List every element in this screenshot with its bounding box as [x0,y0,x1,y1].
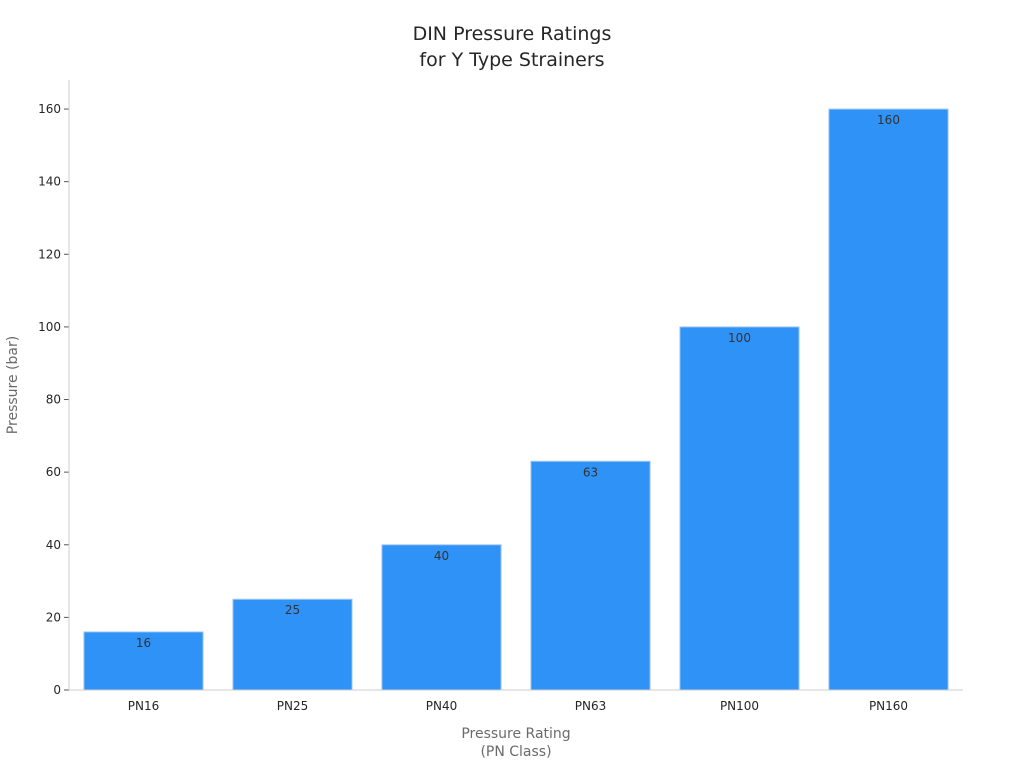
x-axis-label-line-2: (PN Class) [480,744,551,760]
y-tick-label: 80 [46,393,61,407]
data-label-pn25: 25 [285,603,300,617]
y-tick-label: 0 [53,683,61,697]
x-tick-label-pn25: PN25 [277,699,308,713]
bar-pn100 [679,326,800,691]
y-tick-label: 140 [38,175,61,189]
y-tick-label: 60 [46,465,61,479]
y-tick-label: 160 [38,102,61,116]
data-label-pn63: 63 [583,465,598,479]
data-label-pn160: 160 [877,113,900,127]
x-axis-label-line-1: Pressure Rating [461,726,570,742]
x-tick-label-pn16: PN16 [128,699,159,713]
y-axis-label: Pressure (bar) [5,336,21,434]
data-label-pn100: 100 [728,331,751,345]
x-tick-label-pn100: PN100 [720,699,759,713]
data-label-pn40: 40 [434,549,449,563]
y-tick-label: 20 [46,610,61,624]
chart-title-line-1: DIN Pressure Ratings [413,23,612,45]
x-tick-label-pn63: PN63 [575,699,606,713]
chart-title-line-2: for Y Type Strainers [419,49,604,71]
y-tick-label: 100 [38,320,61,334]
bar-pn160 [828,108,949,691]
x-tick-label-pn160: PN160 [869,699,908,713]
bar-pn16 [83,631,204,691]
plot-area: 0 20 40 60 80 100 120 140 160 16 PN16 25 PN25 40 PN40 6… [38,80,963,713]
y-tick-label: 40 [46,538,61,552]
bar-pn63 [530,460,651,691]
y-tick-label: 120 [38,247,61,261]
data-label-pn16: 16 [136,636,151,650]
x-tick-label-pn40: PN40 [426,699,457,713]
bar-pn40 [381,544,502,691]
